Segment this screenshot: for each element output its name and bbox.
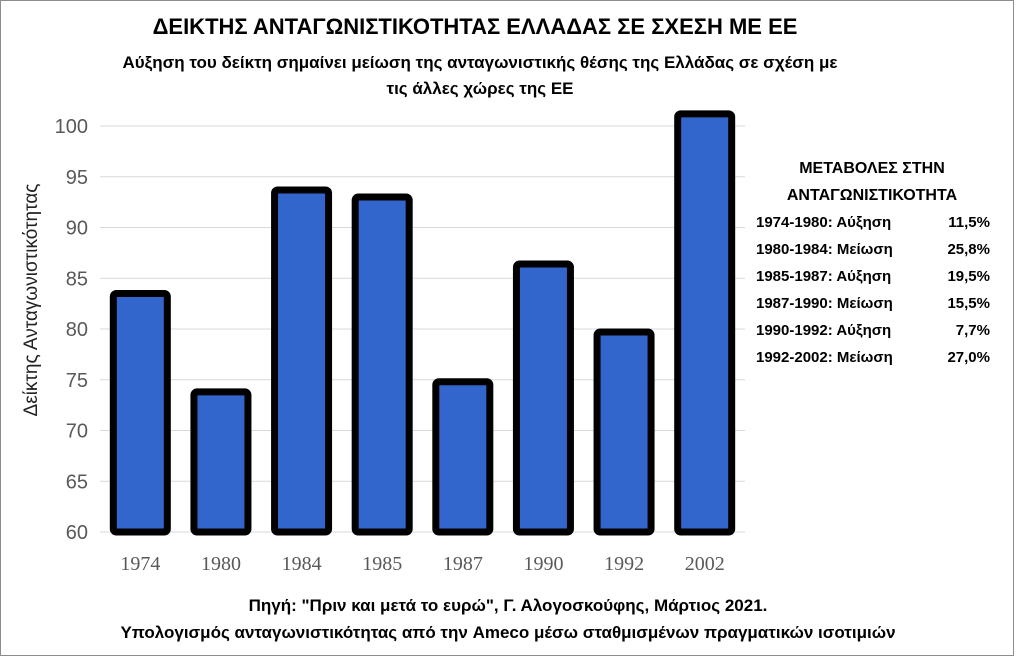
change-label: 1985-1987: Αύξηση <box>756 268 892 285</box>
change-value: 11,5% <box>948 214 990 231</box>
method-note: Υπολογισμός ανταγωνιστικότητας από την A… <box>120 623 896 642</box>
change-row: 1987-1990: Μείωση 15,5% <box>752 290 992 317</box>
change-row: 1992-2002: Μείωση 27,0% <box>752 344 992 371</box>
y-tick-label: 95 <box>66 167 88 189</box>
change-label: 1990-1992: Αύξηση <box>756 322 892 339</box>
change-label: 1980-1984: Μείωση <box>756 241 893 258</box>
chart-subtitle: Αύξηση του δείκτη σημαίνει μείωση της αν… <box>40 50 920 102</box>
change-label: 1992-2002: Μείωση <box>756 349 893 366</box>
x-tick-label: 1990 <box>523 553 563 575</box>
y-tick-label: 85 <box>66 268 88 290</box>
bar <box>432 378 494 536</box>
change-value: 25,8% <box>947 241 990 258</box>
bar <box>351 193 413 536</box>
y-tick-label: 80 <box>66 319 88 341</box>
change-value: 15,5% <box>947 295 990 312</box>
change-value: 7,7% <box>955 322 990 339</box>
change-value: 27,0% <box>947 349 990 366</box>
change-row: 1990-1992: Αύξηση 7,7% <box>752 317 992 344</box>
y-tick-label: 60 <box>66 522 88 544</box>
changes-title-line-1: ΜΕΤΑΒΟΛΕΣ ΣΤΗΝ <box>799 160 945 177</box>
y-tick-label: 70 <box>66 421 88 443</box>
change-label: 1974-1980: Αύξηση <box>756 214 892 231</box>
x-tick-label: 1992 <box>604 553 644 575</box>
x-tick-label: 1987 <box>443 553 483 575</box>
chart-subtitle-line-1: Αύξηση του δείκτη σημαίνει μείωση της αν… <box>122 53 838 72</box>
changes-title-line-2: ΑΝΤΑΓΩΝΙΣΤΙΚΟΤΗΤΑ <box>786 187 958 204</box>
bar <box>109 289 171 536</box>
bar <box>674 110 736 536</box>
change-row: 1980-1984: Μείωση 25,8% <box>752 236 992 263</box>
change-value: 19,5% <box>947 268 990 285</box>
chart-title: ΔΕΙΚΤΗΣ ΑΝΤΑΓΩΝΙΣΤΙΚΟΤΗΤΑΣ ΕΛΛΑΔΑΣ ΣΕ ΣΧ… <box>152 14 798 39</box>
y-tick-label: 75 <box>66 370 88 392</box>
x-tick-label: 1980 <box>201 553 241 575</box>
changes-panel: ΜΕΤΑΒΟΛΕΣ ΣΤΗΝ ΑΝΤΑΓΩΝΙΣΤΙΚΟΤΗΤΑ 1974-19… <box>752 155 992 371</box>
change-row: 1985-1987: Αύξηση 19,5% <box>752 263 992 290</box>
chart-subtitle-line-2: τις άλλες χώρες της ΕΕ <box>386 79 574 98</box>
x-tick-label: 1985 <box>362 553 402 575</box>
y-tick-label: 65 <box>66 471 88 493</box>
bar <box>593 328 655 536</box>
bar <box>271 186 333 536</box>
y-tick-label: 100 <box>55 116 88 138</box>
bar <box>190 388 252 536</box>
change-row: 1974-1980: Αύξηση 11,5% <box>752 209 992 236</box>
x-tick-label: 2002 <box>685 553 725 575</box>
y-tick-label: 90 <box>66 218 88 240</box>
bar <box>512 260 574 536</box>
change-label: 1987-1990: Μείωση <box>756 295 893 312</box>
x-tick-label: 1984 <box>282 553 322 575</box>
source-note: Πηγή: "Πριν και μετά το ευρώ", Γ. Αλογοσ… <box>248 596 768 615</box>
x-tick-label: 1974 <box>120 553 160 575</box>
